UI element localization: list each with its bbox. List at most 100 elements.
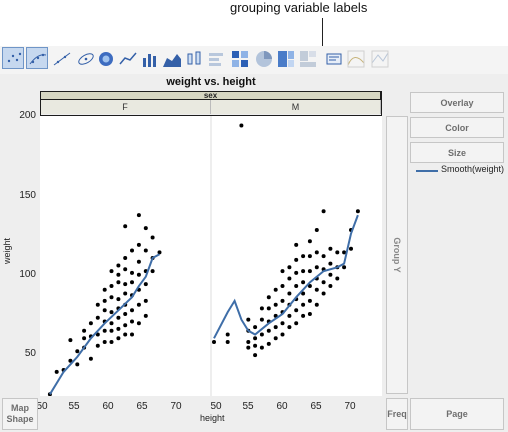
freq-zone[interactable]: Freq	[386, 398, 408, 430]
data-point	[253, 325, 258, 330]
x-tick-label: 55	[68, 401, 80, 412]
data-point	[136, 259, 141, 264]
data-point	[123, 256, 128, 260]
scatter-smooth-icon[interactable]	[26, 47, 48, 69]
size-zone[interactable]: Size	[410, 142, 504, 163]
data-point	[321, 209, 326, 214]
data-point	[102, 287, 107, 292]
overlay-zone[interactable]: Overlay	[410, 92, 504, 113]
data-point	[321, 254, 326, 259]
graph-title: weight vs. height	[166, 76, 256, 88]
data-point	[130, 280, 134, 285]
data-point	[259, 345, 264, 350]
x-tick-label: 65	[136, 401, 148, 412]
data-point	[342, 250, 347, 255]
data-point	[287, 313, 292, 318]
group-y-zone[interactable]: Group Y	[386, 116, 408, 394]
data-point	[253, 336, 258, 341]
data-point	[143, 298, 148, 303]
data-point	[246, 340, 251, 344]
legend: Smooth(weight)	[410, 164, 508, 184]
data-point	[68, 358, 73, 363]
data-point	[321, 280, 326, 285]
data-point	[109, 284, 114, 288]
data-point	[321, 291, 326, 296]
data-point	[116, 272, 121, 277]
data-point	[259, 306, 264, 311]
data-point	[143, 226, 148, 231]
x-axis-title[interactable]: height	[200, 413, 225, 423]
x-tick-label: 70	[170, 401, 182, 412]
data-point	[266, 341, 271, 346]
data-point	[314, 287, 319, 292]
legend-line-swatch	[416, 170, 438, 172]
data-point	[109, 328, 114, 333]
contour-icon[interactable]	[94, 47, 116, 69]
data-point	[342, 265, 347, 270]
data-point	[301, 254, 306, 259]
map-shape-zone[interactable]: Map Shape	[2, 398, 38, 430]
data-point	[259, 317, 264, 322]
plot-area[interactable]	[40, 116, 382, 397]
data-point	[307, 312, 312, 316]
data-point	[307, 284, 312, 288]
data-point	[130, 308, 134, 313]
data-point	[95, 332, 100, 337]
x-tick-label: 55	[242, 401, 254, 412]
data-point	[328, 272, 333, 277]
data-point	[259, 332, 264, 337]
scatter-points-icon[interactable]	[2, 47, 24, 69]
data-point	[314, 302, 319, 307]
y-axis-title[interactable]: weight	[2, 237, 13, 265]
x-tick-label: 60	[276, 401, 288, 412]
annotation-label: grouping variable labels	[230, 0, 368, 15]
page-zone[interactable]: Page	[410, 398, 504, 430]
data-point	[328, 246, 333, 251]
y-tick-label: 100	[19, 269, 36, 280]
data-point	[130, 319, 134, 324]
data-point	[123, 332, 128, 337]
data-point	[75, 349, 80, 354]
mosaic-icon[interactable]	[296, 47, 318, 69]
data-point	[123, 224, 128, 229]
element-toolbar	[0, 46, 508, 74]
color-zone[interactable]: Color	[410, 117, 504, 138]
scatter-fit-line-icon[interactable]	[50, 47, 72, 69]
treemap-icon[interactable]	[274, 47, 296, 69]
x-tick-label: 65	[310, 401, 322, 412]
ellipse-icon[interactable]	[74, 47, 96, 69]
panel-M	[212, 123, 360, 358]
y-tick-label: 200	[19, 110, 36, 121]
box-plot-icon[interactable]	[182, 47, 204, 69]
data-point	[335, 276, 340, 281]
bar-chart-icon[interactable]	[138, 47, 160, 69]
data-point	[102, 298, 107, 303]
data-point	[294, 308, 299, 313]
x-tick-label: 70	[344, 401, 356, 412]
data-point	[123, 267, 128, 272]
data-point	[328, 284, 333, 288]
data-point	[273, 302, 278, 307]
data-point	[109, 269, 114, 274]
parallel-plot-icon[interactable]	[368, 47, 390, 69]
histogram-icon[interactable]	[204, 47, 226, 69]
data-point	[75, 362, 80, 367]
facet-label-f: F	[40, 100, 211, 114]
caption-box-icon[interactable]	[322, 47, 344, 69]
data-point	[116, 336, 121, 341]
data-point	[314, 228, 319, 232]
data-point	[253, 343, 258, 348]
pie-chart-icon[interactable]	[252, 47, 274, 69]
data-point	[266, 295, 271, 300]
data-point	[239, 123, 244, 128]
heatmap-icon[interactable]	[228, 47, 250, 69]
data-point	[301, 313, 306, 318]
data-point	[287, 265, 292, 270]
data-point	[225, 340, 230, 344]
area-chart-icon[interactable]	[160, 47, 182, 69]
line-of-fit-icon[interactable]	[344, 47, 366, 69]
line-chart-icon[interactable]	[116, 47, 138, 69]
facet-variable-header[interactable]: sex	[40, 91, 381, 100]
data-point	[109, 340, 114, 344]
data-point	[314, 250, 319, 255]
